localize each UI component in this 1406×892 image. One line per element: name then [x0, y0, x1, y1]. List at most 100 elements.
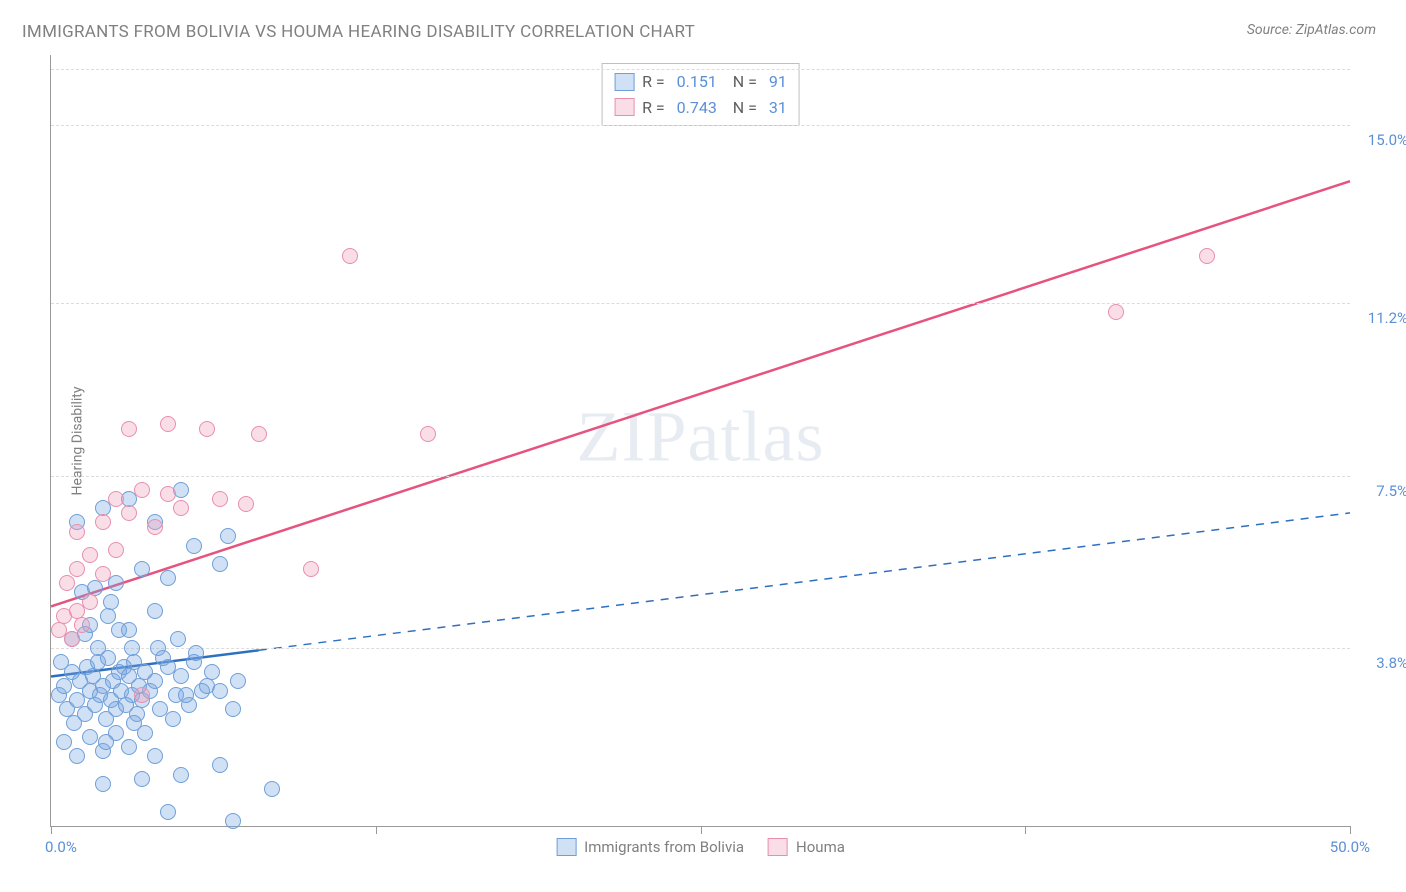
data-point: [95, 514, 111, 530]
data-point: [147, 748, 163, 764]
data-point: [121, 421, 137, 437]
legend-row-series-2: R = 0.743 N = 31: [614, 95, 787, 121]
gridline: [51, 303, 1350, 304]
swatch-series-1: [556, 838, 576, 856]
y-tick-label: 15.0%: [1368, 131, 1406, 149]
x-tick: [51, 826, 52, 834]
data-point: [147, 519, 163, 535]
data-point: [100, 608, 116, 624]
chart-title: IMMIGRANTS FROM BOLIVIA VS HOUMA HEARING…: [22, 22, 695, 42]
data-point: [134, 482, 150, 498]
gridline: [51, 125, 1350, 126]
legend-item-series-1: Immigrants from Bolivia: [556, 838, 744, 856]
legend-r-label: R =: [642, 95, 669, 121]
data-point: [95, 776, 111, 792]
data-point: [147, 673, 163, 689]
data-point: [103, 594, 119, 610]
data-point: [230, 673, 246, 689]
data-point: [188, 645, 204, 661]
source-label: Source: ZipAtlas.com: [1247, 22, 1376, 38]
trend-lines-layer: [51, 55, 1350, 826]
data-point: [155, 650, 171, 666]
data-point: [108, 542, 124, 558]
data-point: [111, 622, 127, 638]
data-point: [134, 771, 150, 787]
x-tick-label: 0.0%: [45, 838, 77, 856]
data-point: [98, 734, 114, 750]
data-point: [64, 631, 80, 647]
data-point: [59, 575, 75, 591]
data-point: [238, 496, 254, 512]
data-point: [160, 570, 176, 586]
data-point: [56, 678, 72, 694]
data-point: [204, 664, 220, 680]
data-point: [121, 739, 137, 755]
gridline: [51, 476, 1350, 477]
legend-label-series-2: Houma: [796, 838, 845, 856]
x-tick: [376, 826, 377, 834]
data-point: [82, 594, 98, 610]
data-point: [74, 617, 90, 633]
data-point: [82, 729, 98, 745]
series-legend: Immigrants from Bolivia Houma: [556, 838, 845, 856]
swatch-series-2: [768, 838, 788, 856]
data-point: [173, 668, 189, 684]
data-point: [251, 426, 267, 442]
data-point: [56, 734, 72, 750]
legend-n-label: N =: [725, 69, 761, 95]
data-point: [134, 687, 150, 703]
data-point: [108, 491, 124, 507]
data-point: [186, 538, 202, 554]
data-point: [165, 711, 181, 727]
y-tick-label: 3.8%: [1376, 654, 1406, 672]
data-point: [173, 500, 189, 516]
legend-item-series-2: Houma: [768, 838, 845, 856]
x-tick: [1350, 826, 1351, 834]
data-point: [121, 505, 137, 521]
data-point: [342, 248, 358, 264]
data-point: [173, 767, 189, 783]
data-point: [134, 561, 150, 577]
data-point: [160, 416, 176, 432]
y-tick-label: 7.5%: [1376, 482, 1406, 500]
legend-n-value-2: 31: [769, 95, 787, 121]
x-tick: [701, 826, 702, 834]
legend-label-series-1: Immigrants from Bolivia: [584, 838, 744, 856]
legend-n-value-1: 91: [769, 69, 787, 95]
data-point: [66, 715, 82, 731]
data-point: [160, 804, 176, 820]
data-point: [225, 701, 241, 717]
data-point: [53, 654, 69, 670]
legend-row-series-1: R = 0.151 N = 91: [614, 69, 787, 95]
legend-r-label: R =: [642, 69, 669, 95]
data-point: [108, 575, 124, 591]
data-point: [69, 524, 85, 540]
data-point: [212, 683, 228, 699]
data-point: [69, 561, 85, 577]
legend-n-label: N =: [725, 95, 761, 121]
correlation-legend: R = 0.151 N = 91 R = 0.743 N = 31: [601, 63, 800, 126]
data-point: [82, 547, 98, 563]
legend-r-value-2: 0.743: [677, 95, 717, 121]
legend-r-value-1: 0.151: [677, 69, 717, 95]
data-point: [124, 640, 140, 656]
data-point: [1108, 304, 1124, 320]
data-point: [212, 556, 228, 572]
y-tick-label: 11.2%: [1368, 309, 1406, 327]
scatter-plot-area: Hearing Disability ZIPatlas R = 0.151 N …: [50, 55, 1350, 827]
swatch-series-1: [614, 73, 634, 91]
data-point: [178, 687, 194, 703]
data-point: [69, 748, 85, 764]
data-point: [220, 528, 236, 544]
swatch-series-2: [614, 98, 634, 116]
gridline: [51, 648, 1350, 649]
data-point: [95, 566, 111, 582]
data-point: [1199, 248, 1215, 264]
data-point: [199, 421, 215, 437]
data-point: [303, 561, 319, 577]
data-point: [225, 813, 241, 829]
data-point: [420, 426, 436, 442]
data-point: [137, 725, 153, 741]
data-point: [264, 781, 280, 797]
data-point: [212, 757, 228, 773]
